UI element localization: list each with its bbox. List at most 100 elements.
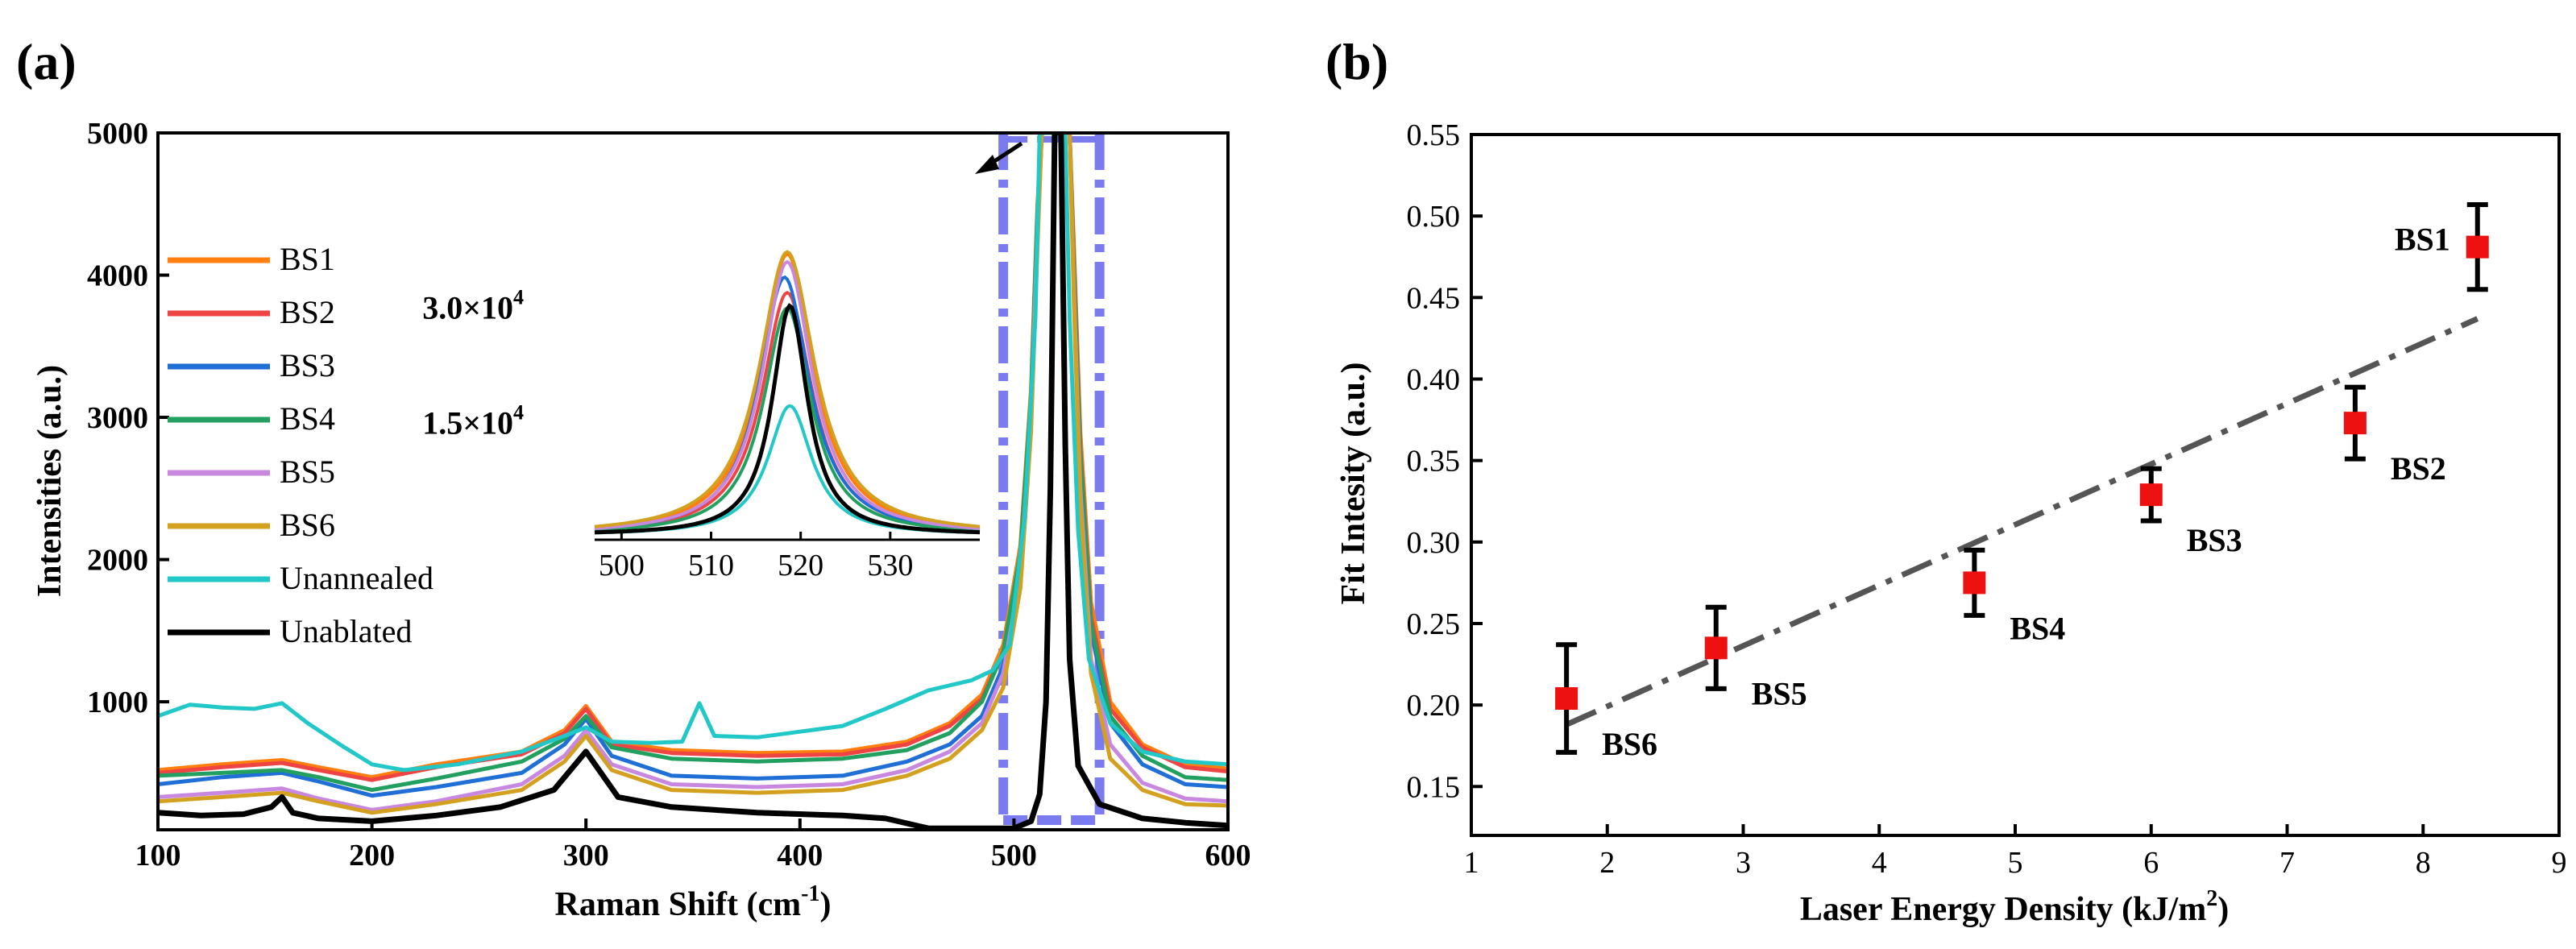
data-point-bs5: BS5 <box>1704 604 1807 711</box>
legend-label: BS5 <box>280 454 335 490</box>
data-marker <box>1704 636 1728 660</box>
inset-y-tick-mantissa: 3.0×10 <box>422 289 513 325</box>
y-tick-label: 0.45 <box>1407 281 1461 315</box>
inset-y-tick-label: 3.0×104 <box>422 285 524 325</box>
arrow-icon <box>975 141 1023 174</box>
x-tick-label: 5 <box>2008 846 2023 880</box>
legend-label: BS4 <box>280 400 335 437</box>
x-tick-label: 3 <box>1736 846 1751 880</box>
y-tick-label: 0.30 <box>1407 526 1461 560</box>
inset-line-bs5 <box>594 259 981 530</box>
panel-label-a: (a) <box>16 33 77 90</box>
series-line-bs4 <box>158 133 1228 793</box>
legend: BS1 BS2 BS3 BS4 BS5 BS6 Unannealed Unablated <box>168 241 433 649</box>
panel-b-y-axis-label: Fit Intesity (a.u.) <box>1335 363 1372 605</box>
y-tick-label: 2000 <box>87 544 148 578</box>
inset-y-tick-mantissa: 1.5×10 <box>422 405 513 441</box>
data-point-bs6: BS6 <box>1555 642 1657 762</box>
data-marker <box>2139 483 2163 507</box>
x-tick-label: 100 <box>135 839 181 872</box>
data-point-bs4: BS4 <box>1963 547 2065 646</box>
inset-x-tick-label: 510 <box>688 549 734 582</box>
x-tick-label: 400 <box>777 839 823 872</box>
point-label: BS4 <box>2010 610 2065 646</box>
legend-label: Unannealed <box>280 560 433 596</box>
point-label: BS2 <box>2391 450 2446 487</box>
x-tick-label: 200 <box>349 839 395 872</box>
inset-x-tick-label: 530 <box>867 549 913 582</box>
panel-a-axes-frame <box>156 131 1230 831</box>
y-tick-label: 0.50 <box>1407 200 1461 234</box>
panel-label-b: (b) <box>1325 33 1388 90</box>
data-marker <box>2466 235 2489 259</box>
raman-series <box>158 133 1228 830</box>
panel-a-chart: 100 200 300 400 500 600 1000 2000 3000 4000 5000 B… <box>31 117 1251 923</box>
y-tick-label: 5000 <box>87 117 148 151</box>
inset-line-bs6 <box>594 250 981 528</box>
y-tick-label: 3000 <box>87 401 148 435</box>
y-tick-label: 1000 <box>87 686 148 719</box>
y-tick-label: 0.55 <box>1407 118 1461 152</box>
x-tick-label: 2 <box>1599 846 1615 880</box>
data-points: BS1 BS2 BS3 BS4 BS5 BS6 <box>1555 202 2489 762</box>
inset-line-unablated <box>594 303 981 535</box>
x-tick-label: 6 <box>2143 846 2159 880</box>
panel-b-x-label-end: ) <box>2217 891 2229 928</box>
x-tick-label: 300 <box>563 839 609 872</box>
data-marker <box>1555 687 1578 711</box>
data-point-bs3: BS3 <box>2139 466 2242 558</box>
panel-a-ticks: 100 200 300 400 500 600 1000 2000 3000 4000 5000 <box>87 117 1251 872</box>
data-marker <box>1963 571 1986 595</box>
inset-y-tick-exponent: 4 <box>513 285 524 309</box>
data-point-bs2: BS2 <box>2343 384 2446 487</box>
panel-b-x-label-main: Laser Energy Density (kJ/m <box>1800 891 2206 928</box>
inset-line-bs1 <box>594 252 981 529</box>
panel-b-x-axis-label: Laser Energy Density (kJ/m2) <box>1800 886 2229 928</box>
inset-x-tick-label: 500 <box>599 549 645 582</box>
series-line-unablated <box>158 133 1228 830</box>
fit-line-path <box>1565 316 2479 727</box>
x-tick-label: 4 <box>1872 846 1887 880</box>
panel-a-x-label-main: Raman Shift (cm <box>555 886 802 923</box>
series-line-bs6 <box>158 133 1228 815</box>
y-tick-label: 0.25 <box>1407 607 1461 641</box>
y-tick-label: 0.15 <box>1407 770 1461 804</box>
inset-background <box>595 193 980 540</box>
x-tick-label: 7 <box>2279 846 2295 880</box>
panel-a-x-axis-label: Raman Shift (cm-1) <box>555 881 832 923</box>
legend-label: Unablated <box>280 613 412 649</box>
inset-y-tick-exponent: 4 <box>513 401 524 425</box>
x-tick-label: 9 <box>2552 846 2567 880</box>
x-tick-label: 500 <box>991 839 1037 872</box>
y-tick-label: 0.35 <box>1407 445 1461 479</box>
panel-b-x-label-sup: 2 <box>2206 886 2217 911</box>
point-label: BS6 <box>1602 726 1657 762</box>
legend-label: BS1 <box>280 241 335 277</box>
point-label: BS1 <box>2395 222 2450 258</box>
series-line-unannealed <box>158 133 1228 773</box>
point-label: BS3 <box>2187 522 2242 558</box>
panel-b-ticks: 1 2 3 4 5 6 7 8 9 0.15 0.20 0.25 0.30 0.35 0.40 0.45 0.5… <box>1407 118 2567 880</box>
point-label: BS5 <box>1752 675 1807 711</box>
inset-x-tick-label: 520 <box>778 549 823 582</box>
highlight-region <box>998 133 1105 825</box>
inset-series <box>594 250 981 535</box>
x-tick-label: 600 <box>1205 839 1251 872</box>
legend-label: BS2 <box>280 294 335 330</box>
panel-a-y-axis-label: Intensities (a.u.) <box>31 365 68 597</box>
x-tick-label: 8 <box>2416 846 2431 880</box>
y-tick-label: 0.40 <box>1407 363 1461 396</box>
panel-a-x-label-sup: -1 <box>801 881 819 906</box>
data-marker <box>2343 412 2367 435</box>
legend-label: BS6 <box>280 507 335 543</box>
x-tick-label: 1 <box>1464 846 1479 880</box>
panel-b-chart: BS1 BS2 BS3 BS4 BS5 BS6 1 2 3 4 5 6 7 8 9 0.15 0.20 0.25… <box>1335 118 2567 928</box>
y-tick-label: 4000 <box>87 259 148 293</box>
y-tick-label: 0.20 <box>1407 689 1461 723</box>
panel-a-x-label-end: ) <box>819 886 831 923</box>
inset-y-tick-label: 1.5×104 <box>422 401 524 441</box>
fit-line <box>1565 316 2479 727</box>
